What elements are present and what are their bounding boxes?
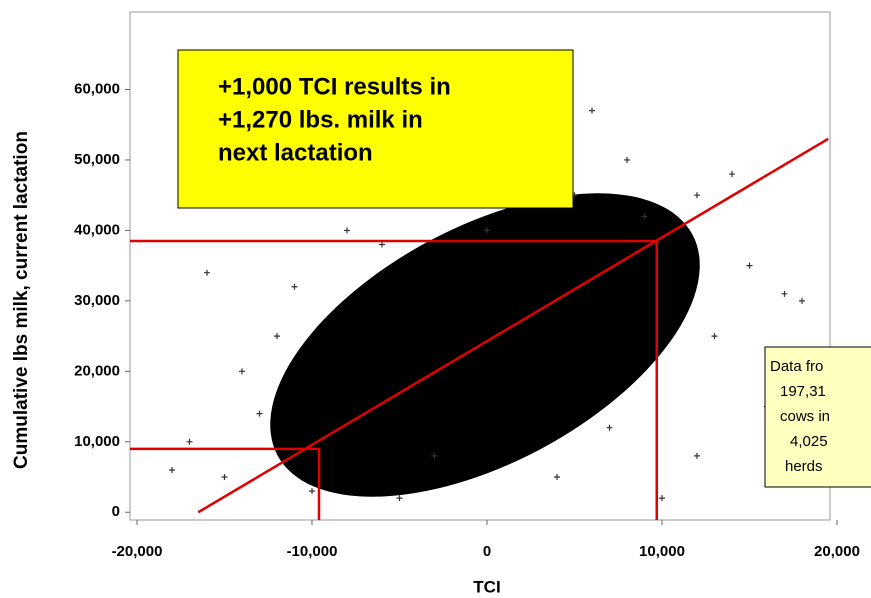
point: [274, 333, 280, 340]
y-tick-label: 30,000: [74, 292, 120, 309]
point: [694, 452, 700, 459]
note-text: cows in: [780, 408, 830, 425]
note-text: Data fro: [770, 358, 823, 375]
point: [186, 438, 193, 445]
point: [606, 424, 613, 431]
point: [379, 241, 385, 248]
y-tick-label: 60,000: [74, 80, 120, 97]
x-tick-label: 20,000: [814, 543, 860, 560]
point: [554, 474, 560, 481]
x-axis-label: TCI: [473, 577, 500, 596]
note-box: [764, 346, 871, 488]
point: [711, 333, 718, 340]
y-tick-label: 10,000: [74, 433, 120, 450]
point: [729, 171, 735, 178]
annotation-text: +1,000 TCI results in: [218, 73, 451, 100]
reference-line: [130, 239, 658, 520]
point: [781, 290, 788, 297]
point: [291, 283, 298, 290]
y-tick-label: 20,000: [74, 362, 120, 379]
annotation-text: +1,270 lbs. milk in: [218, 106, 423, 133]
point: [204, 269, 210, 276]
point: [396, 495, 403, 502]
note-text: 197,31: [780, 383, 826, 400]
point: [256, 410, 263, 417]
y-tick-label: 0: [112, 503, 120, 520]
reference-line: [130, 447, 321, 520]
point-cloud: [270, 193, 700, 497]
y-tick-label: 50,000: [74, 151, 120, 168]
x-tick-label: 10,000: [639, 543, 685, 560]
point: [659, 495, 665, 502]
point: [344, 227, 350, 234]
x-tick-label: -10,000: [287, 543, 338, 560]
point: [431, 452, 438, 459]
point: [169, 466, 175, 473]
point: [309, 488, 315, 495]
x-tick-label: -20,000: [112, 543, 163, 560]
point: [624, 156, 630, 163]
x-tick-label: 0: [483, 543, 491, 560]
note-text: 4,025: [790, 433, 828, 450]
annotation-text: next lactation: [218, 139, 373, 166]
point: [239, 368, 245, 375]
y-tick-label: 40,000: [74, 221, 120, 238]
point: [799, 297, 805, 304]
point: [746, 262, 753, 269]
y-axis-label: Cumulative lbs milk, current lactation: [11, 131, 32, 469]
point: [641, 213, 648, 220]
note-text: herds: [785, 458, 823, 475]
point: [221, 474, 228, 481]
point: [589, 107, 595, 114]
annotation-box: [177, 49, 574, 209]
point: [484, 227, 490, 234]
point: [694, 192, 700, 199]
plot-frame: [129, 11, 831, 521]
